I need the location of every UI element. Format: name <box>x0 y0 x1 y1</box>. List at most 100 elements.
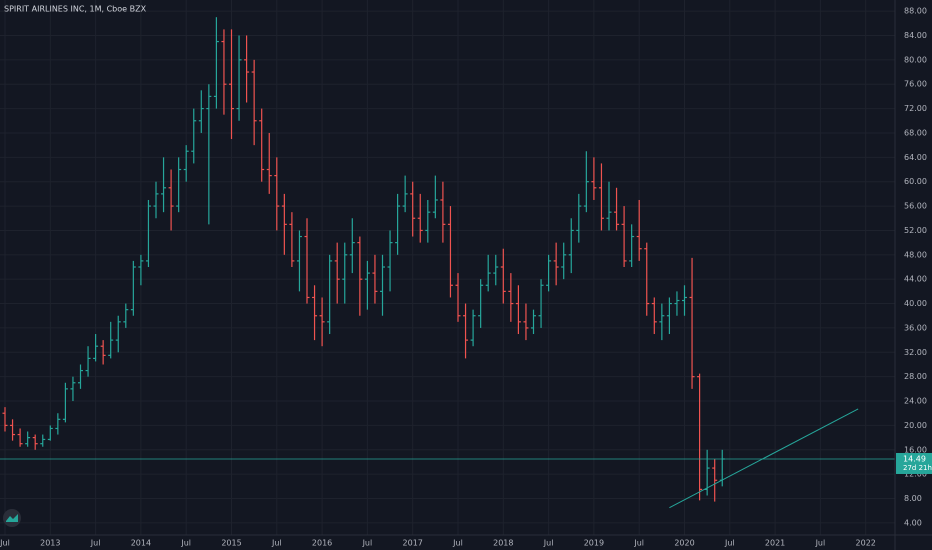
x-tick-label: Jul <box>271 539 282 548</box>
ohlc-bar <box>25 431 31 447</box>
ohlc-bar <box>115 315 121 353</box>
ohlc-bar <box>85 346 91 377</box>
ohlc-bar <box>342 242 348 304</box>
x-tick-label: 2018 <box>493 539 513 548</box>
ohlc-bar <box>145 199 151 267</box>
last-price-box <box>896 452 932 474</box>
ohlc-bar <box>266 132 272 194</box>
ohlc-bar <box>289 212 295 267</box>
ohlc-bar <box>523 303 529 341</box>
y-tick-label: 56.00 <box>904 202 927 211</box>
x-tick-label: 2014 <box>131 539 151 548</box>
x-tick-label: 2019 <box>584 539 604 548</box>
ohlc-bar <box>576 193 582 243</box>
ohlc-bar <box>659 303 665 341</box>
y-tick-label: 68.00 <box>904 128 927 137</box>
ohlc-bar <box>372 254 378 304</box>
x-tick-label: Jul <box>0 539 10 548</box>
y-tick-label: 76.00 <box>904 80 927 89</box>
ohlc-bar <box>697 373 703 501</box>
x-tick-label: Jul <box>815 539 826 548</box>
x-tick-label: Jul <box>180 539 191 548</box>
ohlc-bar <box>138 254 144 286</box>
ohlc-bar <box>629 224 635 267</box>
y-tick-label: 72.00 <box>904 104 927 113</box>
ohlc-bar <box>349 218 355 274</box>
ohlc-bar <box>478 279 484 328</box>
ohlc-bar <box>561 242 567 280</box>
ohlc-bar <box>93 334 99 362</box>
ohlc-bar <box>380 254 385 316</box>
ohlc-bar <box>644 242 650 316</box>
ohlc-bar <box>327 254 333 335</box>
ohlc-bar <box>108 321 114 359</box>
ohlc-bar <box>614 187 620 231</box>
ohlc-bar <box>410 181 416 237</box>
ohlc-bar <box>70 376 76 402</box>
y-tick-label: 64.00 <box>904 153 927 162</box>
ohlc-bar <box>17 428 23 447</box>
ohlc-bar <box>553 242 559 286</box>
y-tick-label: 28.00 <box>904 372 927 381</box>
x-tick-label: Jul <box>724 539 735 548</box>
ohlc-bar <box>236 35 242 121</box>
ohlc-bar <box>357 236 363 316</box>
ohlc-bar <box>78 364 83 389</box>
ohlc-bar <box>546 254 552 292</box>
ohlc-bar <box>62 382 68 423</box>
ohlc-bar <box>168 169 174 231</box>
ohlc-bar <box>2 407 8 432</box>
ohlc-bar <box>515 285 521 335</box>
ohlc-bar <box>221 29 227 115</box>
plot <box>0 17 895 509</box>
ohlc-bar <box>10 419 16 441</box>
x-tick-label: 2020 <box>674 539 694 548</box>
ohlc-bar <box>281 193 287 255</box>
x-tick-label: 2022 <box>856 539 876 548</box>
y-tick-label: 40.00 <box>904 299 927 308</box>
ohlc-bar <box>712 458 718 502</box>
ohlc-bar <box>229 29 234 140</box>
ohlc-bar <box>531 309 536 335</box>
x-tick-label: 2015 <box>221 539 241 548</box>
trendline <box>669 408 859 509</box>
y-tick-label: 84.00 <box>904 31 927 40</box>
ohlc-bar <box>402 175 408 213</box>
ohlc-bar <box>682 285 687 316</box>
ohlc-bar <box>417 193 423 243</box>
ohlc-bar <box>568 218 574 274</box>
x-tick-label: Jul <box>362 539 373 548</box>
ohlc-bar <box>500 248 506 304</box>
y-tick-label: 80.00 <box>904 55 927 64</box>
x-tick-label: Jul <box>452 539 463 548</box>
ohlc-bar <box>591 157 597 200</box>
ohlc-bar <box>191 108 197 164</box>
y-tick-label: 52.00 <box>904 226 927 235</box>
ohlc-bar <box>123 303 129 328</box>
x-tick-label: 2017 <box>403 539 423 548</box>
ohlc-bar <box>455 273 461 322</box>
ohlc-bar <box>621 206 627 267</box>
ohlc-bar <box>274 157 280 231</box>
y-tick-label: 44.00 <box>904 275 927 284</box>
y-tick-label: 20.00 <box>904 421 927 430</box>
ohlc-bar <box>251 59 257 146</box>
ohlc-bar <box>583 151 589 213</box>
ohlc-bar <box>334 242 340 304</box>
ohlc-bar <box>689 257 695 389</box>
ohlc-bar <box>206 84 212 225</box>
countdown-label: 27d 21h <box>903 464 932 472</box>
ohlc-bar <box>470 309 476 347</box>
ohlc-bar <box>432 175 438 219</box>
x-tick-label: Jul <box>543 539 554 548</box>
ohlc-bar <box>636 199 642 261</box>
ohlc-bar <box>674 291 680 316</box>
y-tick-label: 60.00 <box>904 177 927 186</box>
logo <box>3 509 21 527</box>
y-tick-label: 4.00 <box>904 518 922 527</box>
ohlc-bar <box>666 297 672 335</box>
last-price-label: 14.49 <box>903 454 926 463</box>
